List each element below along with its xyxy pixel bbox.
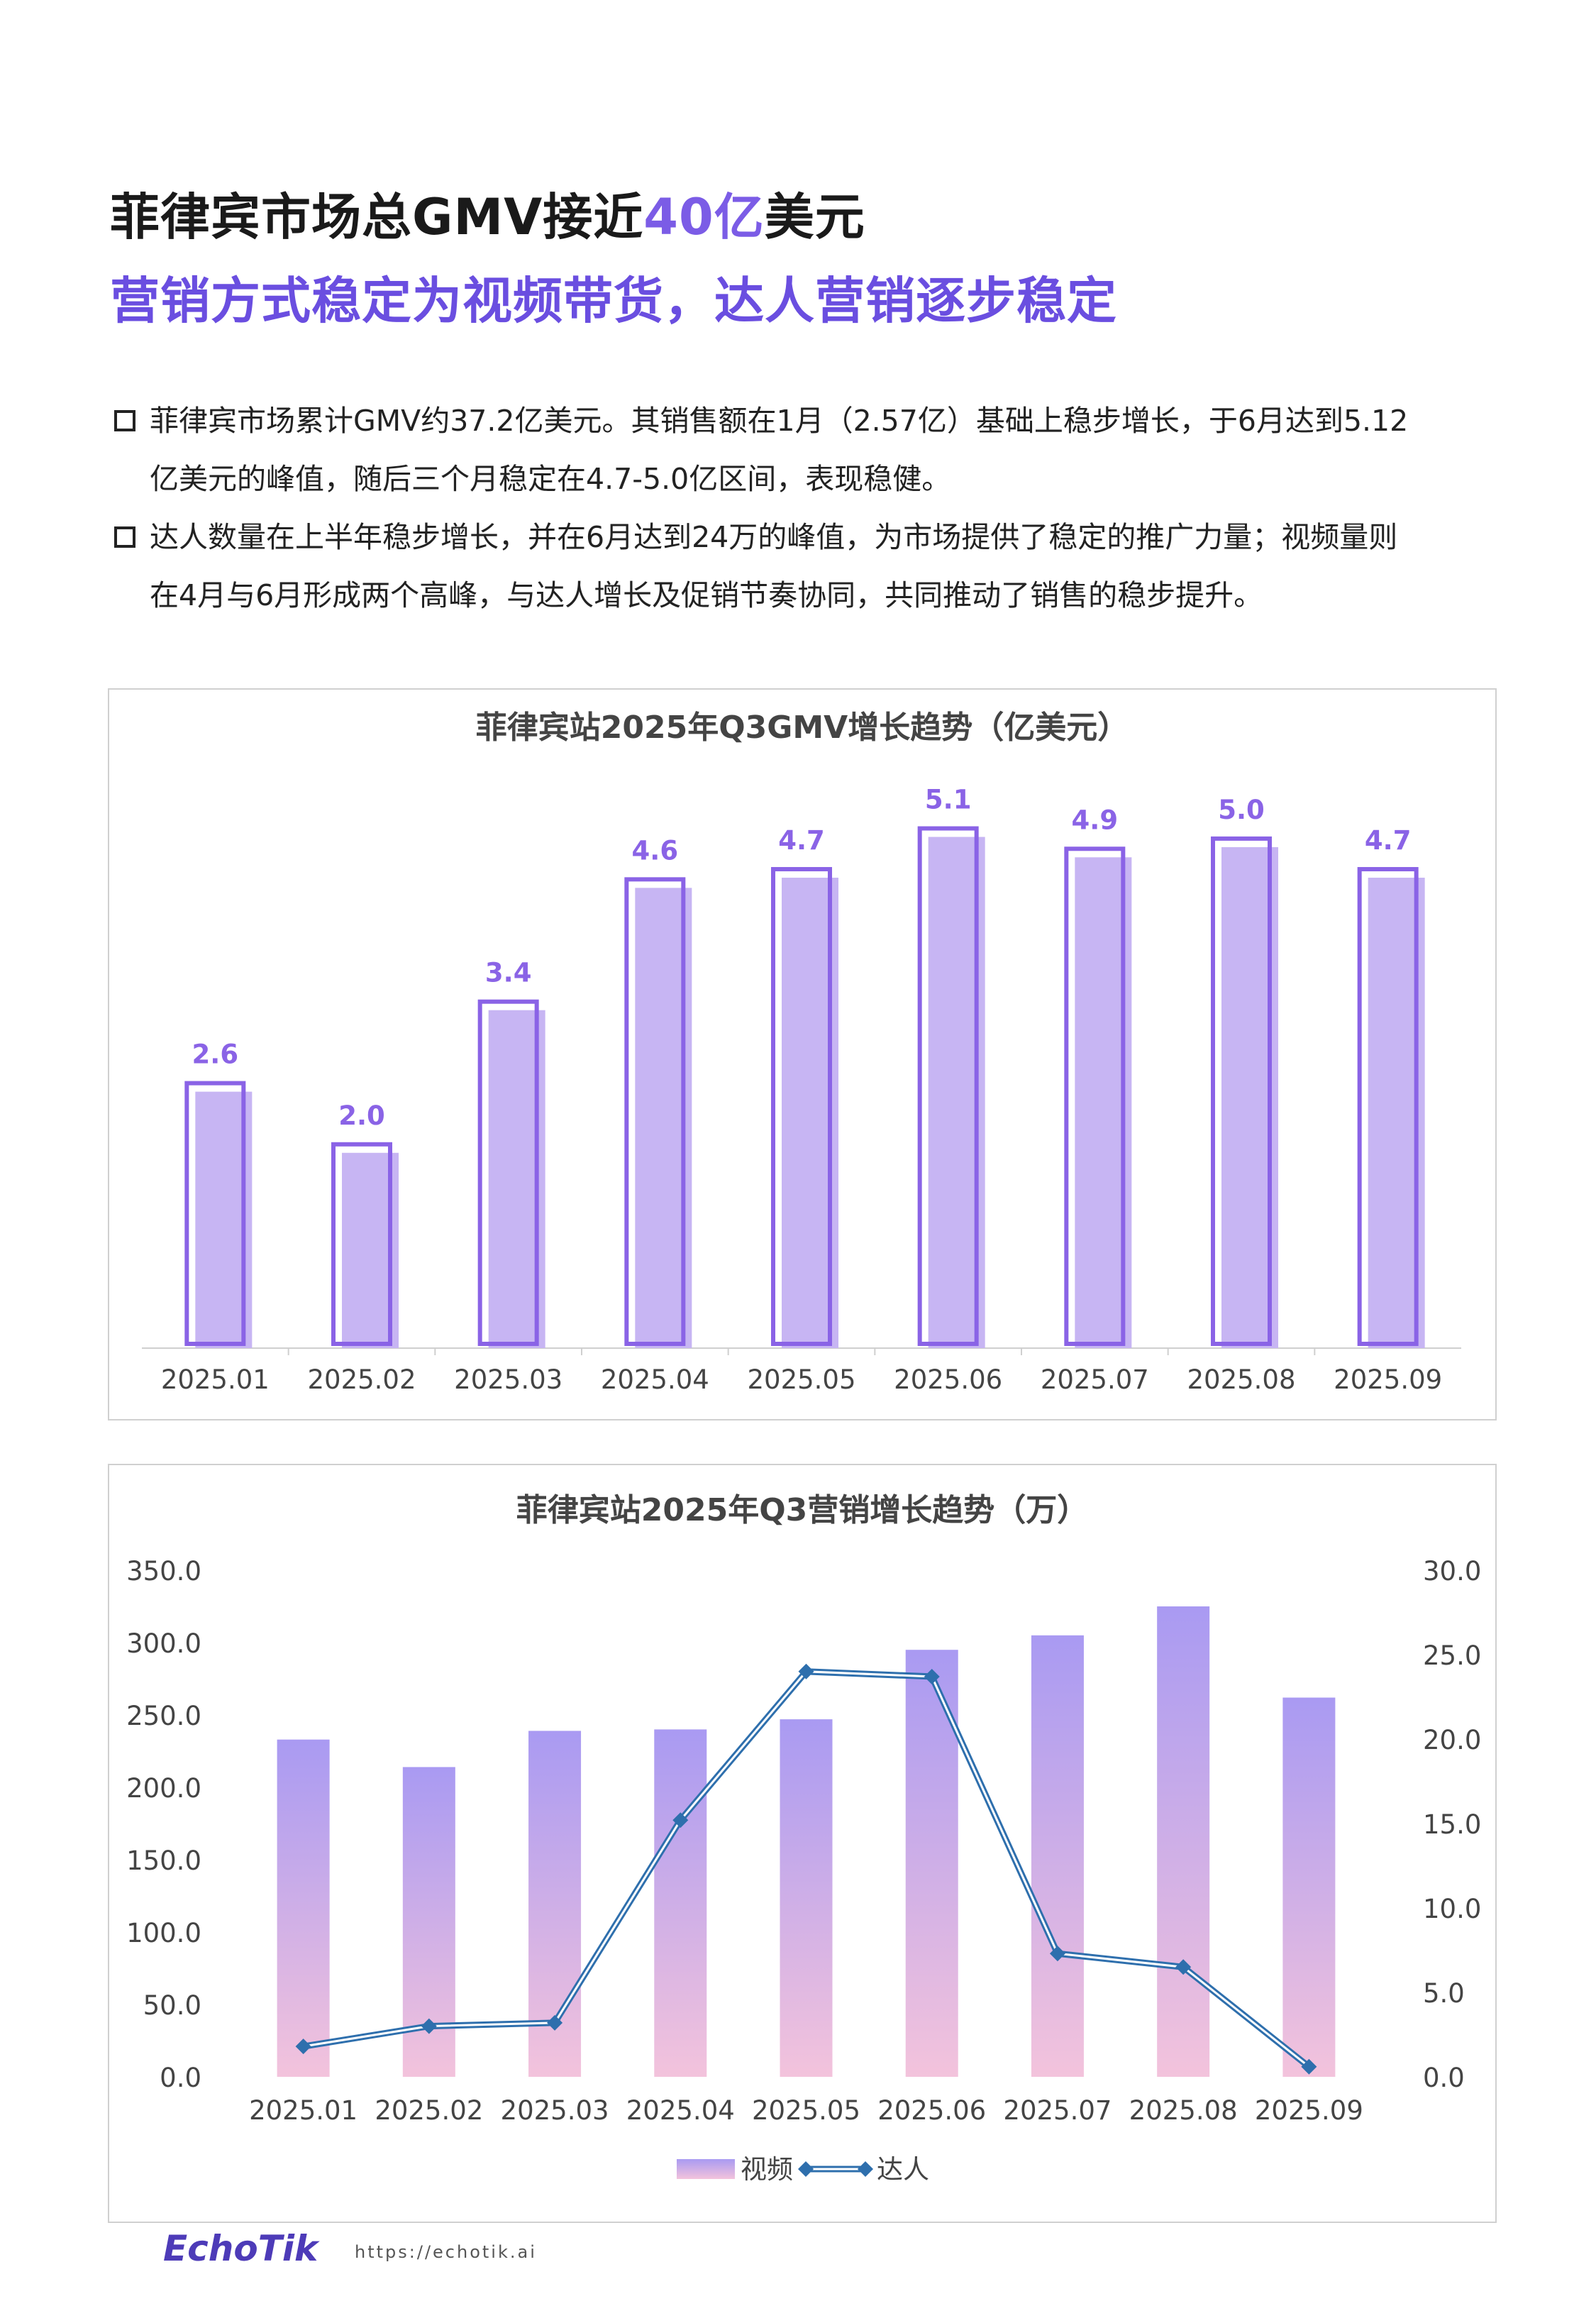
gmv-bar-outline	[184, 1081, 246, 1346]
legend-swatch-video	[677, 2159, 735, 2179]
creator-point	[1049, 1946, 1065, 1962]
chart-title: 菲律宾站2025年Q3营销增长趋势（万）	[516, 1492, 1088, 1528]
left-axis-tick: 150.0	[126, 1846, 201, 1876]
title-highlight: 40亿	[643, 188, 765, 246]
x-tick-label: 2025.02	[307, 1364, 416, 1395]
x-tick-label: 2025.04	[601, 1364, 709, 1395]
bullet-item-marketing: 达人数量在上半年稳步增长，并在6月达到24万的峰值，为市场提供了稳定的推广力量；…	[110, 508, 1500, 624]
footer-url: https://echotik.ai	[355, 2242, 537, 2262]
gmv-data-label: 2.0	[338, 1100, 385, 1131]
title-text-pre: 菲律宾市场总GMV接近	[110, 188, 644, 246]
x-tick-label: 2025.01	[161, 1364, 270, 1395]
title-text-post: 美元	[764, 188, 865, 246]
marketing-combo-chart: 菲律宾站2025年Q3营销增长趋势（万） 0.0 50.0 100.0 150.0 200…	[126, 1492, 1481, 2185]
marketing-chart-panel: 菲律宾站2025年Q3营销增长趋势（万） 0.0 50.0 100.0 150.0 200…	[108, 1464, 1497, 2223]
x-tick-label: 2025.09	[1334, 1364, 1442, 1395]
x-tick-label: 2025.04	[626, 2095, 735, 2126]
gmv-bar-outline	[1211, 836, 1272, 1346]
legend-label-video: 视频	[741, 2154, 793, 2185]
x-tick-label: 2025.02	[375, 2095, 483, 2126]
right-axis-tick: 20.0	[1423, 1725, 1481, 1755]
gmv-bar-outline	[917, 826, 979, 1346]
video-bar	[654, 1729, 707, 2077]
x-tick-label: 2025.08	[1129, 2095, 1238, 2126]
legend-label-creator: 达人	[877, 2154, 929, 2185]
creator-point	[1301, 2058, 1317, 2075]
right-axis-tick: 0.0	[1423, 2063, 1465, 2093]
x-tick-label: 2025.05	[752, 2095, 860, 2126]
gmv-data-label: 2.6	[192, 1039, 239, 1070]
gmv-bar-chart: 菲律宾站2025年Q3GMV增长趋势（亿美元） 2.6 2025.01 2.0 2025…	[142, 710, 1461, 1395]
gmv-data-label: 4.7	[1365, 825, 1412, 856]
gmv-bar-outline	[624, 877, 686, 1346]
left-axis-tick: 50.0	[143, 1990, 201, 2021]
gmv-bar-outline	[1357, 866, 1419, 1346]
creator-point	[672, 1812, 689, 1828]
gmv-data-label: 5.0	[1218, 795, 1265, 825]
right-axis-tick: 25.0	[1423, 1640, 1481, 1671]
creator-point	[547, 2014, 563, 2031]
page-title: 菲律宾市场总GMV接近40亿美元	[110, 177, 865, 249]
bullet-line: 达人数量在上半年稳步增长，并在6月达到24万的峰值，为市场提供了稳定的推广力量；…	[150, 520, 1398, 554]
video-bar	[1031, 1635, 1084, 2077]
page-subtitle: 营销方式稳定为视频带货，达人营销逐步稳定	[110, 272, 1117, 330]
echotik-logo: EchoTik	[163, 2228, 318, 2269]
gmv-data-label: 5.1	[925, 785, 972, 815]
gmv-data-label: 4.6	[632, 835, 679, 866]
gmv-data-label: 4.9	[1072, 805, 1119, 835]
video-bar	[277, 1739, 330, 2077]
bullet-line: 亿美元的峰值，随后三个月稳定在4.7-5.0亿区间，表现稳健。	[150, 462, 951, 496]
legend-marker-creator	[858, 2161, 873, 2177]
square-bullet-icon	[114, 410, 135, 431]
gmv-data-label: 3.4	[485, 958, 532, 988]
creator-point	[1175, 1959, 1192, 1975]
x-tick-label: 2025.07	[1003, 2095, 1112, 2126]
left-axis-tick: 250.0	[126, 1701, 201, 1731]
gmv-bar-outline	[1064, 846, 1126, 1347]
x-tick-label: 2025.01	[249, 2095, 358, 2126]
square-bullet-icon	[114, 526, 135, 548]
x-tick-label: 2025.08	[1187, 1364, 1295, 1395]
video-bar	[1157, 1606, 1210, 2077]
bullet-line: 菲律宾市场累计GMV约37.2亿美元。其销售额在1月（2.57亿）基础上稳步增长…	[150, 404, 1409, 438]
creator-point	[798, 1663, 814, 1679]
left-axis-tick: 100.0	[126, 1918, 201, 1948]
left-axis-tick: 200.0	[126, 1773, 201, 1804]
video-bar	[1282, 1697, 1336, 2077]
gmv-data-label: 4.7	[778, 825, 825, 856]
bullet-item-gmv: 菲律宾市场累计GMV约37.2亿美元。其销售额在1月（2.57亿）基础上稳步增长…	[110, 392, 1500, 508]
gmv-bar-outline	[771, 866, 832, 1346]
bullet-line: 在4月与6月形成两个高峰，与达人增长及促销节奏协同，共同推动了销售的稳步提升。	[150, 578, 1263, 612]
x-tick-label: 2025.03	[454, 1364, 563, 1395]
x-tick-label: 2025.06	[877, 2095, 986, 2126]
creator-point	[924, 1668, 940, 1684]
chart-title: 菲律宾站2025年Q3GMV增长趋势（亿美元）	[476, 710, 1129, 746]
gmv-chart-panel: 菲律宾站2025年Q3GMV增长趋势（亿美元） 2.6 2025.01 2.0 2025…	[108, 688, 1497, 1420]
bullet-list: 菲律宾市场累计GMV约37.2亿美元。其销售额在1月（2.57亿）基础上稳步增长…	[110, 392, 1500, 624]
legend-marker-creator	[798, 2161, 814, 2177]
x-tick-label: 2025.06	[894, 1364, 1002, 1395]
right-axis-tick: 5.0	[1423, 1978, 1465, 2009]
x-tick-label: 2025.09	[1255, 2095, 1363, 2126]
creator-point	[421, 2018, 437, 2034]
right-axis-tick: 30.0	[1423, 1556, 1481, 1587]
gmv-bar-outline	[477, 999, 539, 1346]
x-tick-label: 2025.03	[501, 2095, 609, 2126]
left-axis-tick: 300.0	[126, 1628, 201, 1659]
video-bar	[780, 1719, 833, 2077]
x-tick-label: 2025.05	[747, 1364, 855, 1395]
left-axis-tick: 350.0	[126, 1556, 201, 1587]
gmv-bar-outline	[331, 1142, 392, 1346]
right-axis-tick: 15.0	[1423, 1809, 1481, 1840]
x-tick-label: 2025.07	[1041, 1364, 1149, 1395]
creator-point	[295, 2039, 311, 2055]
right-axis-tick: 10.0	[1423, 1894, 1481, 1924]
left-axis-tick: 0.0	[160, 2063, 201, 2093]
